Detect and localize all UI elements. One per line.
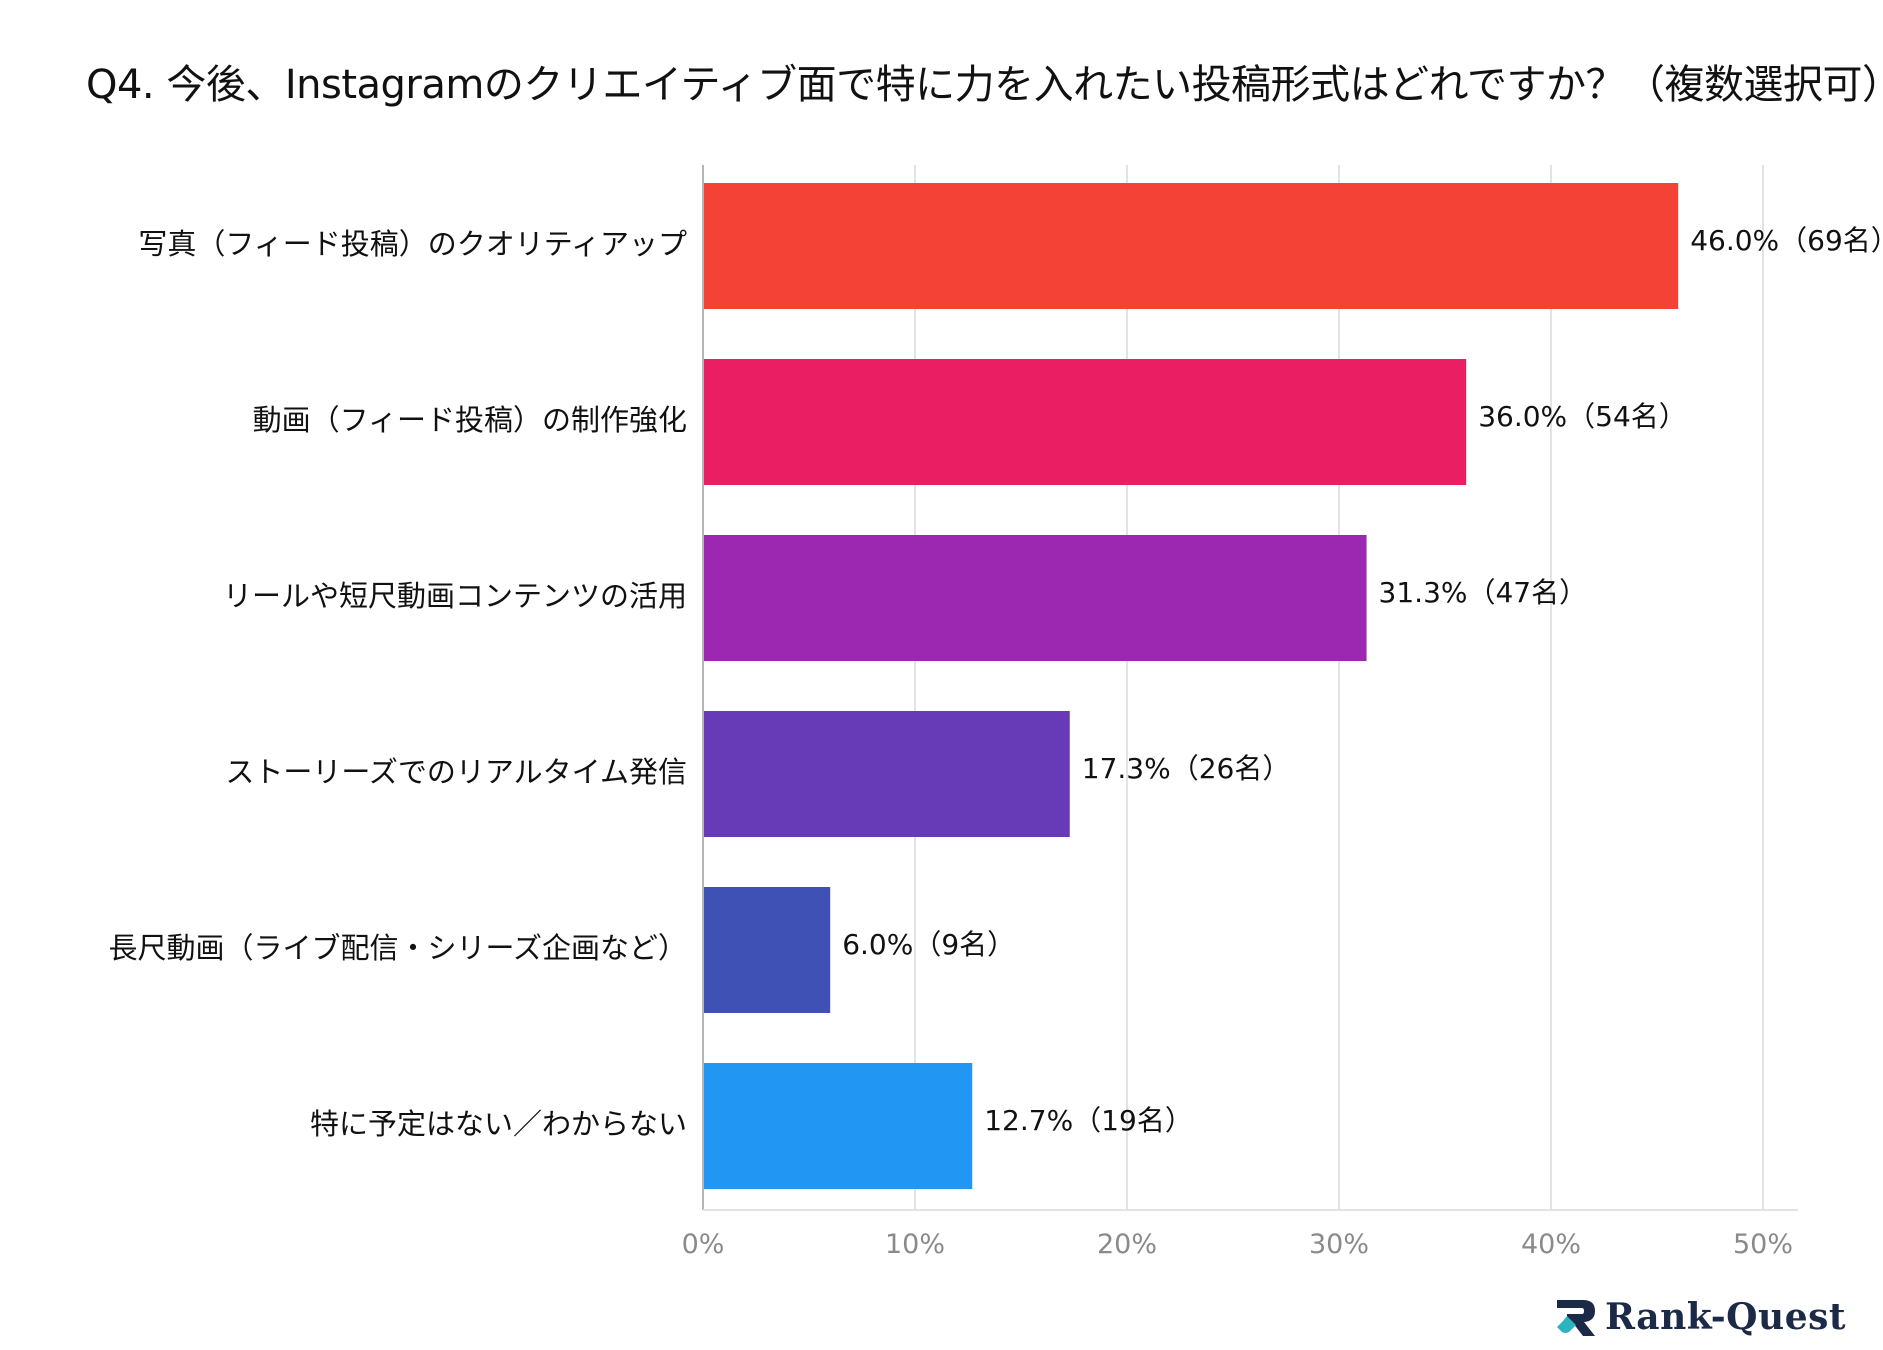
bars	[703, 183, 1679, 1189]
brand-logo: Rank-Quest	[1553, 1293, 1846, 1341]
x-tick-label: 20%	[1097, 1229, 1157, 1260]
category-label: 写真（フィード投稿）のクオリティアップ	[138, 227, 687, 261]
rank-quest-logo-icon	[1557, 1300, 1595, 1336]
brand-name: Rank-Quest	[1605, 1296, 1847, 1338]
bar	[703, 711, 1070, 837]
gridlines	[914, 165, 1764, 1210]
labels: 0% 10% 20% 30% 40% 50% 写真（フィード投稿）のクオリティアップ 46.0…	[108, 224, 1883, 1260]
category-label: 特に予定はない／わからない	[310, 1107, 687, 1141]
chart-title: Q4. 今後、Instagramのクリエイティブ面で特に力を入れたい投稿形式はど…	[86, 62, 1883, 108]
x-tick-label: 30%	[1309, 1229, 1369, 1260]
bar	[703, 1063, 973, 1189]
axes	[702, 165, 1798, 1211]
category-label: 動画（フィード投稿）の制作強化	[253, 403, 687, 437]
data-label: 46.0%（69名）	[1690, 224, 1883, 257]
data-label: 17.3%（26名）	[1082, 752, 1291, 785]
x-tick-label: 0%	[682, 1229, 725, 1260]
bar	[703, 183, 1679, 309]
x-tick-label: 40%	[1521, 1229, 1581, 1260]
data-label: 31.3%（47名）	[1379, 576, 1588, 609]
category-label: リールや短尺動画コンテンツの活用	[223, 579, 687, 613]
category-label: ストーリーズでのリアルタイム発信	[225, 755, 687, 789]
bar	[703, 887, 831, 1013]
x-tick-label: 50%	[1733, 1229, 1793, 1260]
category-label: 長尺動画（ライブ配信・シリーズ企画など）	[108, 931, 687, 965]
bar	[703, 359, 1467, 485]
data-label: 6.0%（9名）	[842, 928, 1015, 961]
data-label: 36.0%（54名）	[1478, 400, 1687, 433]
bar	[703, 535, 1367, 661]
x-tick-label: 10%	[885, 1229, 945, 1260]
data-label: 12.7%（19名）	[984, 1104, 1193, 1137]
